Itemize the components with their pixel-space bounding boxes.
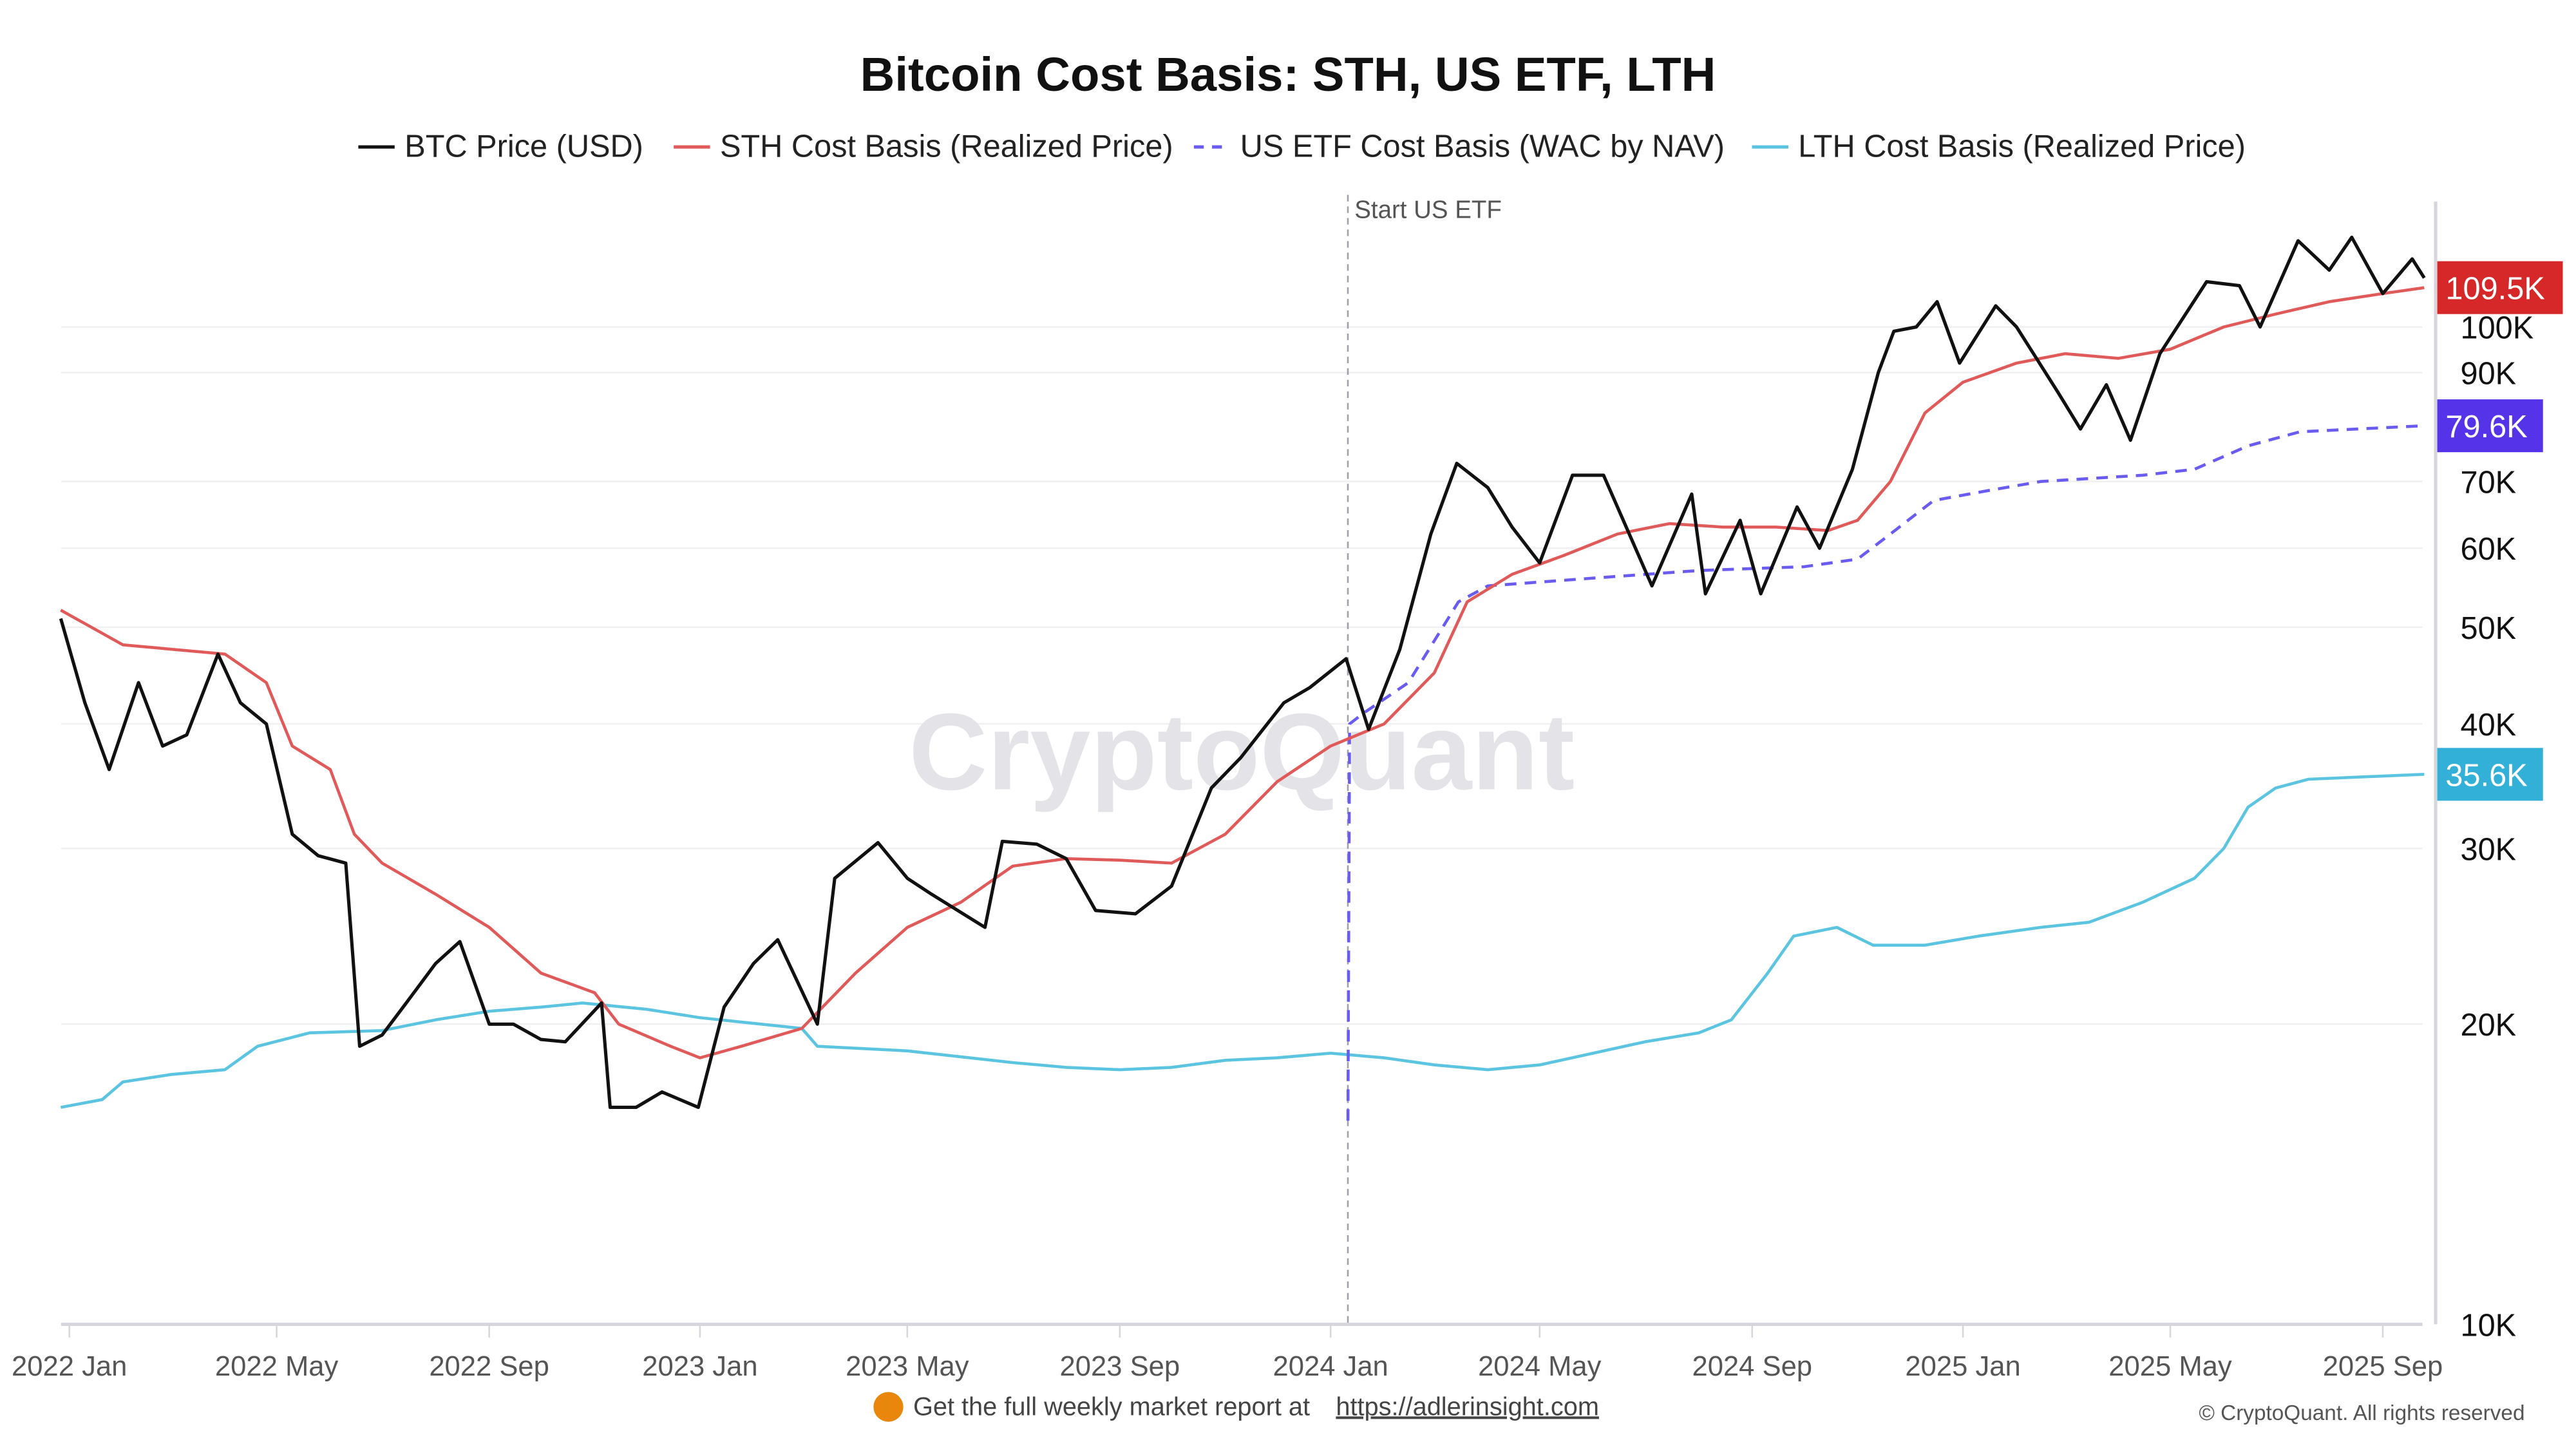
x-tick-label: 2022 Jan xyxy=(12,1351,127,1382)
last-value-badges: 35.6K 79.6K 109.5K xyxy=(2437,261,2563,801)
series-line-sth xyxy=(60,286,2425,1059)
x-tick-label: 2022 May xyxy=(215,1351,339,1382)
legend-item-label[interactable]: LTH Cost Basis (Realized Price) xyxy=(1798,129,2246,164)
y-tick-label: 40K xyxy=(2461,708,2517,743)
footer: Get the full weekly market report at htt… xyxy=(873,1392,2525,1425)
legend-item-label[interactable]: US ETF Cost Basis (WAC by NAV) xyxy=(1240,129,1725,164)
legend: BTC Price (USD) STH Cost Basis (Realized … xyxy=(358,129,2246,164)
legend-item-label[interactable]: STH Cost Basis (Realized Price) xyxy=(720,129,1173,164)
watermark: CryptoQuant xyxy=(909,691,1575,813)
footer-promo-text: Get the full weekly market report at xyxy=(913,1392,1310,1421)
x-tick-label: 2024 Jan xyxy=(1273,1351,1388,1382)
copyright: © CryptoQuant. All rights reserved xyxy=(2199,1401,2524,1425)
y-tick-label: 60K xyxy=(2461,532,2517,567)
last-value-label: 35.6K xyxy=(2445,758,2527,793)
last-value-label: 79.6K xyxy=(2445,410,2527,444)
y-tick-label: 50K xyxy=(2461,611,2517,646)
x-tick-label: 2022 Sep xyxy=(429,1351,549,1382)
series-line-btc xyxy=(59,235,2426,1110)
footer-promo-link[interactable]: https://adlerinsight.com xyxy=(1336,1392,1599,1421)
y-tick-label: 100K xyxy=(2461,311,2534,346)
x-tick-label: 2024 Sep xyxy=(1692,1351,1812,1382)
y-tick-label: 90K xyxy=(2461,357,2517,392)
y-tick-label: 20K xyxy=(2461,1008,2517,1043)
start-us-etf-label: Start US ETF xyxy=(1354,196,1502,223)
last-value-badge xyxy=(2437,748,2543,801)
legend-item-label[interactable]: BTC Price (USD) xyxy=(404,129,643,164)
x-tick-label: 2025 Jan xyxy=(1905,1351,2020,1382)
series-lines xyxy=(59,235,2426,1121)
last-value-label: 109.5K xyxy=(2445,272,2544,307)
series-line-lth xyxy=(60,773,2425,1109)
y-tick-label: 30K xyxy=(2461,832,2517,867)
x-tick-label: 2023 Jan xyxy=(642,1351,757,1382)
axes: 10K 20K 30K 40K 50K 60K 70K 90K 100K 2022 Jan 2022… xyxy=(12,194,2534,1382)
last-value-badge xyxy=(2437,399,2543,453)
gridlines xyxy=(61,326,2423,1025)
last-value-badge xyxy=(2437,261,2563,314)
x-tick-label: 2023 May xyxy=(846,1351,969,1382)
y-tick-label: 70K xyxy=(2461,466,2517,500)
chart-title: Bitcoin Cost Basis: STH, US ETF, LTH xyxy=(860,48,1716,101)
x-tick-label: 2023 Sep xyxy=(1060,1351,1180,1382)
x-tick-label: 2025 Sep xyxy=(2323,1351,2443,1382)
x-tick-label: 2024 May xyxy=(1478,1351,1602,1382)
y-tick-label: 10K xyxy=(2461,1308,2517,1343)
x-tick-label: 2025 May xyxy=(2108,1351,2232,1382)
orange-circle-icon xyxy=(873,1392,904,1422)
